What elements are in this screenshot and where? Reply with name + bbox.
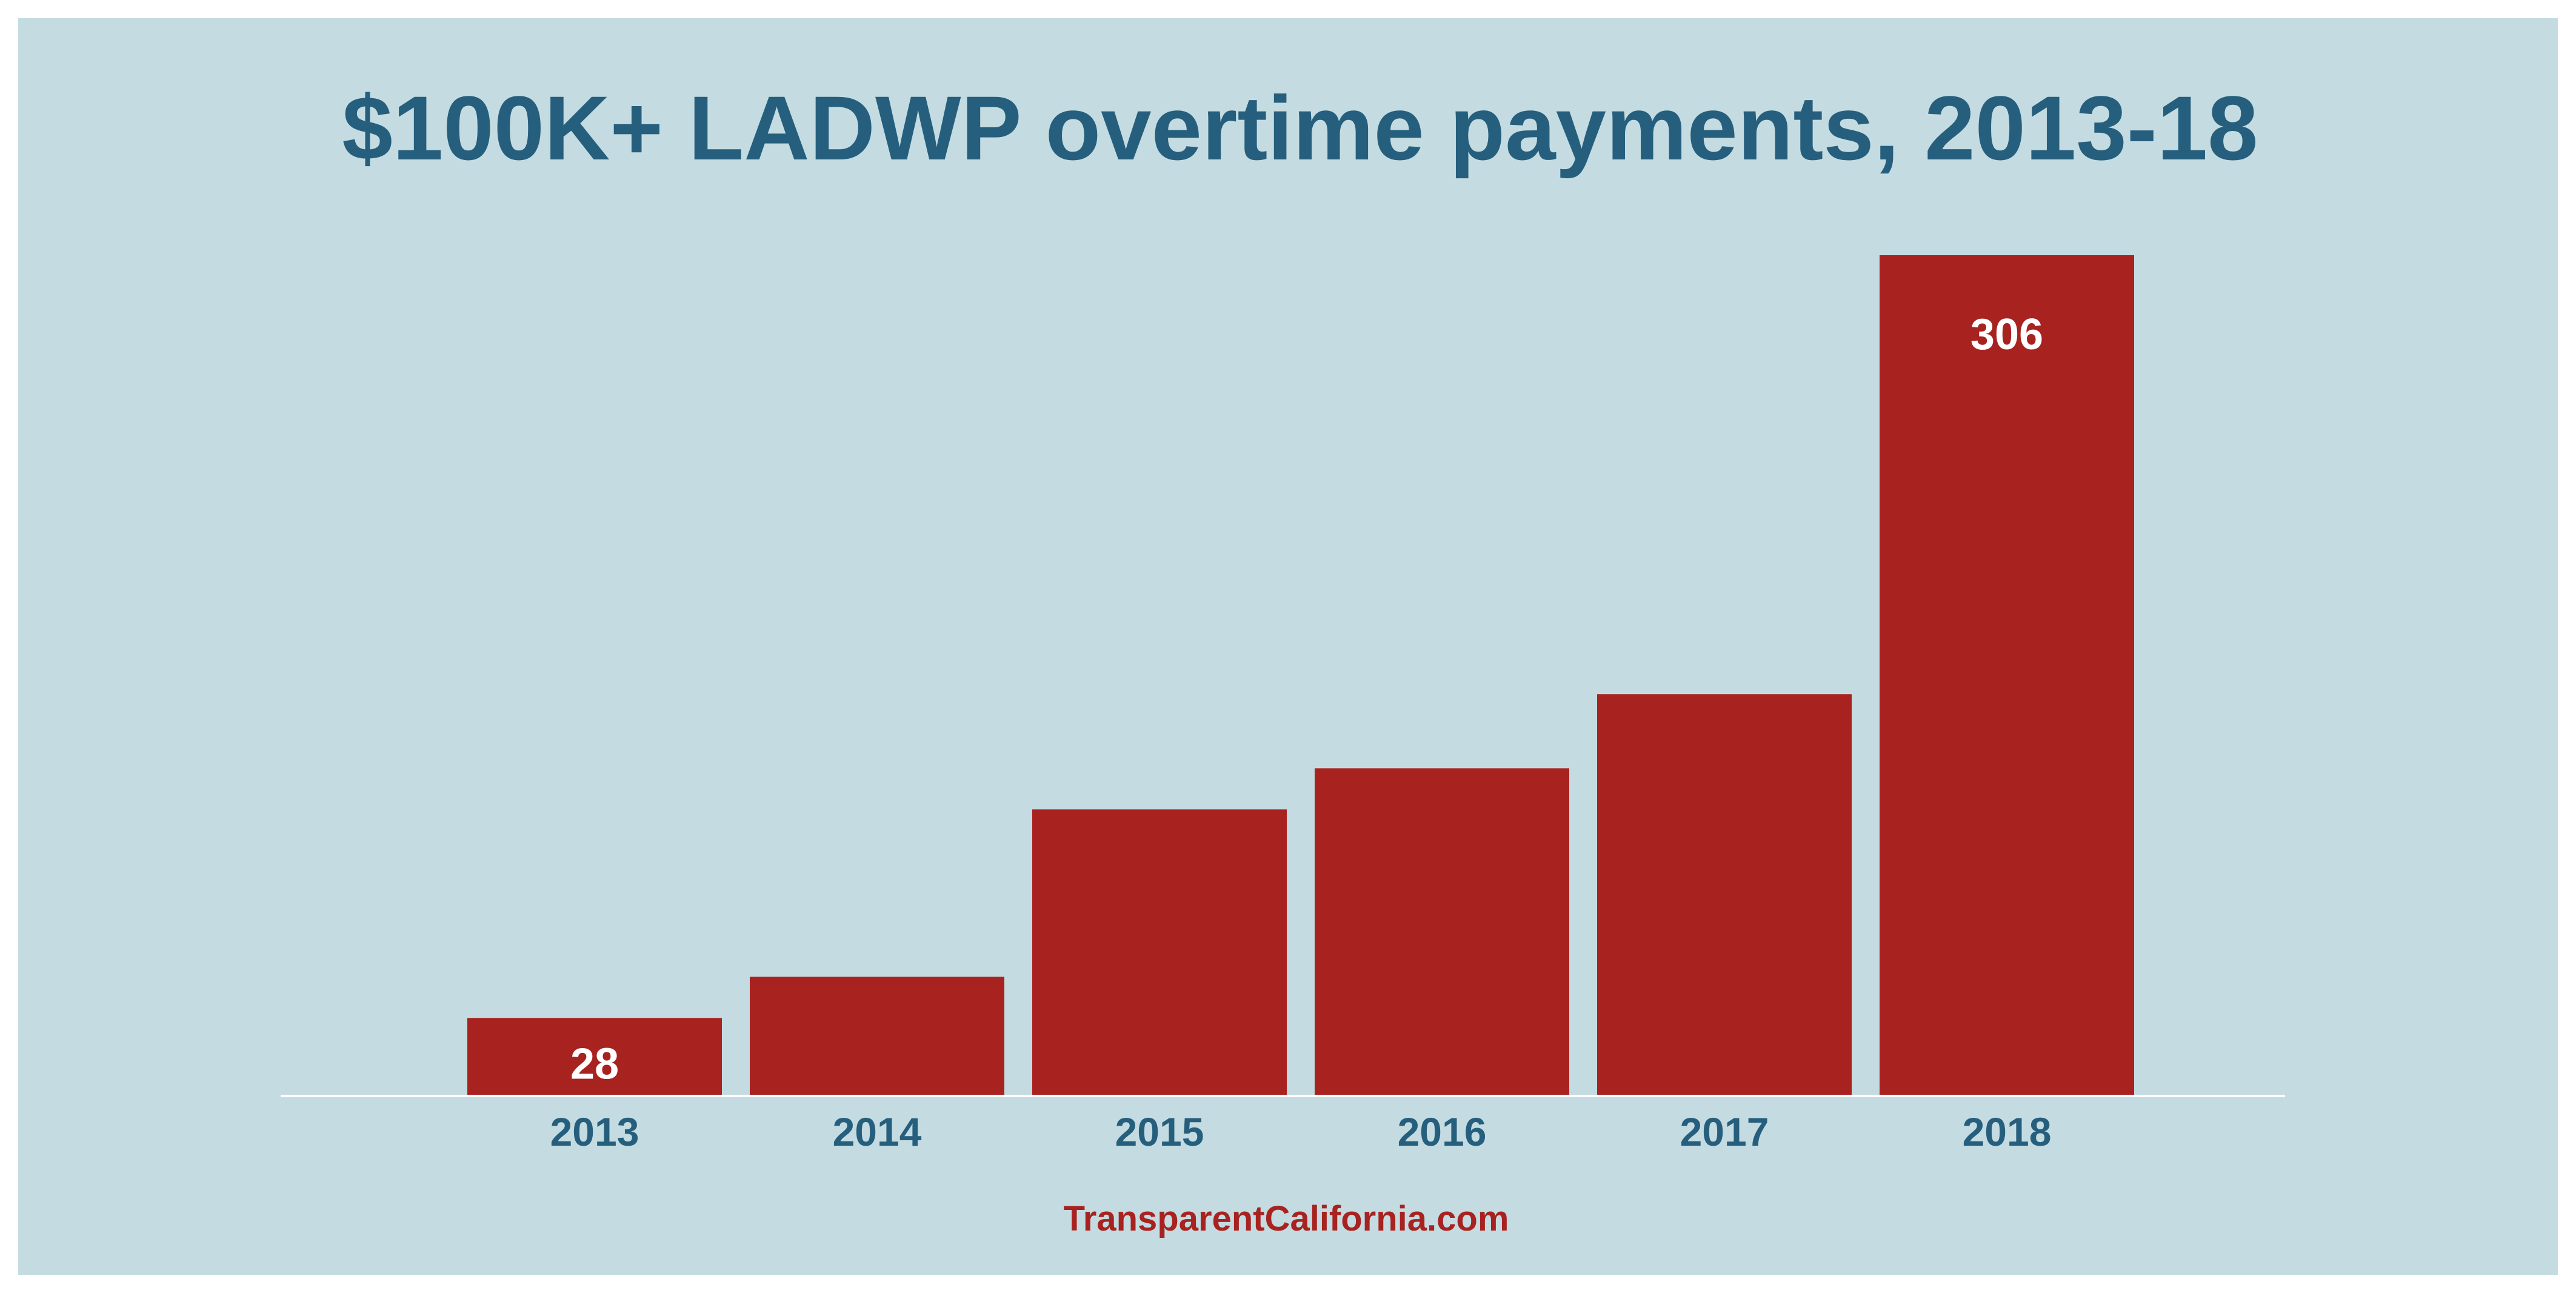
chart-background bbox=[18, 18, 2558, 1275]
bar-2013 bbox=[467, 1018, 722, 1095]
x-tick-label: 2016 bbox=[1398, 1109, 1487, 1154]
x-tick-label: 2013 bbox=[550, 1109, 639, 1154]
data-labels: 28 306 bbox=[570, 310, 2043, 1088]
bar-value-label: 28 bbox=[570, 1040, 619, 1088]
x-tick-label: 2018 bbox=[1963, 1109, 2052, 1154]
source-credit: TransparentCalifornia.com bbox=[1064, 1199, 1509, 1238]
bars-group bbox=[467, 255, 2134, 1095]
bar-2014 bbox=[750, 977, 1004, 1095]
x-tick-label: 2015 bbox=[1115, 1109, 1204, 1154]
bar-2015 bbox=[1032, 809, 1287, 1095]
x-axis-ticks: 2013 2014 2015 2016 2017 2018 bbox=[550, 1109, 2052, 1154]
bar-2017 bbox=[1597, 694, 1852, 1095]
x-tick-label: 2014 bbox=[833, 1109, 922, 1154]
bar-value-label: 306 bbox=[1970, 310, 2043, 359]
bar-2016 bbox=[1315, 768, 1569, 1095]
x-tick-label: 2017 bbox=[1680, 1109, 1769, 1154]
chart-title: $100K+ LADWP overtime payments, 2013-18 bbox=[342, 77, 2258, 179]
bar-2018 bbox=[1880, 255, 2134, 1095]
